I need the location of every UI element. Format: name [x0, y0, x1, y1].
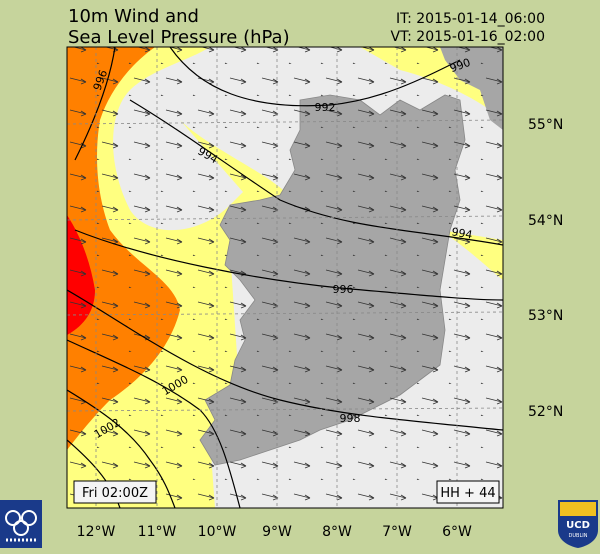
isobar-label: 998 — [340, 412, 361, 425]
lat-label: 53°N — [528, 308, 563, 324]
lon-label: 6°W — [442, 524, 472, 540]
ucd-logo: UCD DUBLIN — [558, 500, 598, 548]
lat-label: 55°N — [528, 117, 563, 133]
logo-text: DUBLIN — [569, 533, 588, 539]
latitude-axis: 55°N 54°N 53°N 52°N — [528, 117, 563, 420]
map-area: 996 992 994 990 994 996 998 1000 1002 — [67, 47, 503, 508]
map-frame — [66, 46, 504, 509]
isobar-label: 992 — [315, 101, 336, 114]
isobar-label: 996 — [333, 283, 354, 296]
valid-day-time: Fri 02:00Z — [82, 486, 148, 501]
lon-label: 12°W — [77, 524, 116, 540]
lon-label: 10°W — [198, 524, 237, 540]
isobar-label: 994 — [450, 225, 473, 241]
forecast-hour: HH + 44 — [440, 486, 495, 501]
valid-time: VT: 2015-01-16_02:00 — [391, 29, 545, 45]
lon-label: 7°W — [382, 524, 412, 540]
isobar-labels: 996 992 994 990 994 996 998 1000 1002 — [91, 56, 474, 441]
lon-label: 11°W — [138, 524, 177, 540]
longitude-axis: 12°W 11°W 10°W 9°W 8°W 7°W 6°W — [77, 524, 472, 540]
hour-box — [436, 480, 500, 504]
title-line: Sea Level Pressure (hPa) — [68, 27, 290, 48]
lat-label: 52°N — [528, 404, 563, 420]
wind-arrows — [67, 47, 503, 508]
logo-text: UCD — [566, 520, 590, 531]
met-logo — [0, 500, 42, 548]
lat-label: 54°N — [528, 213, 563, 229]
graticule — [67, 47, 503, 508]
isobars — [67, 47, 503, 508]
title-line: 10m Wind and — [68, 6, 199, 27]
init-time: IT: 2015-01-14_06:00 — [396, 11, 545, 27]
lon-label: 8°W — [322, 524, 352, 540]
lon-label: 9°W — [262, 524, 292, 540]
time-box — [73, 480, 157, 504]
